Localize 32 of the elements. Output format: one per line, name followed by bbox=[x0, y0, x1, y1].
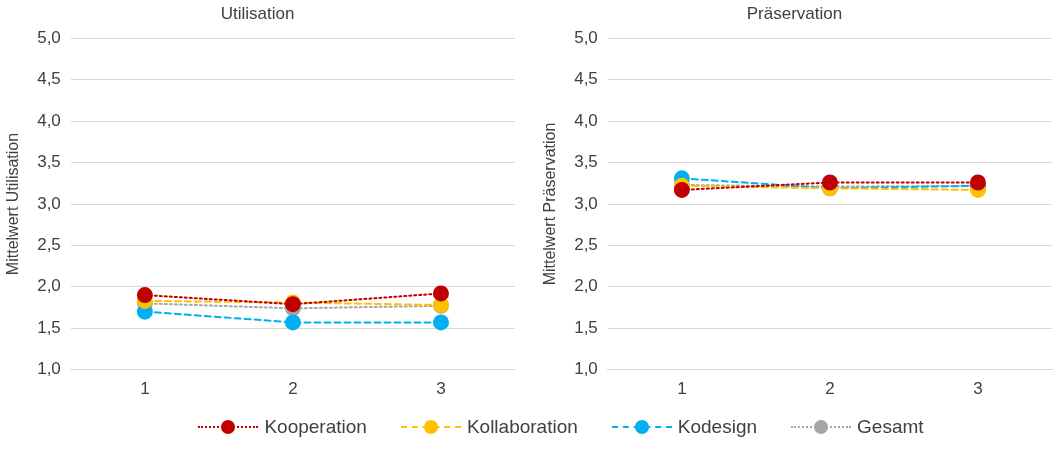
y-tick-label: 2,0 bbox=[37, 276, 61, 296]
y-tick-label: 2,5 bbox=[37, 235, 61, 255]
x-tick-label: 2 bbox=[825, 379, 835, 399]
legend-label: Kollaboration bbox=[466, 416, 578, 438]
y-tick-label: 5,0 bbox=[37, 28, 61, 48]
x-tick-label: 1 bbox=[677, 379, 687, 399]
y-axis-title: Mittelwert Utilisation bbox=[4, 132, 22, 276]
y-tick-label: 3,0 bbox=[574, 193, 598, 213]
chart-title: Utilisation bbox=[220, 3, 295, 23]
y-tick-label: 2,5 bbox=[574, 235, 598, 255]
y-tick-label: 4,0 bbox=[574, 110, 598, 130]
y-tick-label: 1,0 bbox=[574, 359, 598, 379]
x-tick-label: 2 bbox=[288, 379, 298, 399]
y-tick-label: 4,0 bbox=[37, 110, 61, 130]
y-tick-label: 5,0 bbox=[574, 28, 598, 48]
y-tick-label: 4,5 bbox=[37, 69, 61, 89]
y-tick-label: 1,5 bbox=[574, 317, 598, 337]
y-tick-label: 3,5 bbox=[574, 152, 598, 172]
y-tick-label: 1,0 bbox=[37, 359, 61, 379]
y-tick-label: 3,5 bbox=[37, 152, 61, 172]
legend-label: Kooperation bbox=[264, 416, 367, 438]
legend-label: Gesamt bbox=[857, 416, 924, 438]
y-tick-label: 2,0 bbox=[574, 276, 598, 296]
y-tick-label: 3,0 bbox=[37, 193, 61, 213]
x-tick-label: 3 bbox=[973, 379, 983, 399]
y-tick-label: 1,5 bbox=[37, 317, 61, 337]
chart-title: Präservation bbox=[746, 3, 843, 23]
x-tick-label: 1 bbox=[140, 379, 150, 399]
y-tick-label: 4,5 bbox=[574, 69, 598, 89]
legend-label: Kodesign bbox=[677, 416, 758, 438]
y-axis-title: Mittelwert Präservation bbox=[541, 122, 559, 286]
x-tick-label: 3 bbox=[436, 379, 446, 399]
